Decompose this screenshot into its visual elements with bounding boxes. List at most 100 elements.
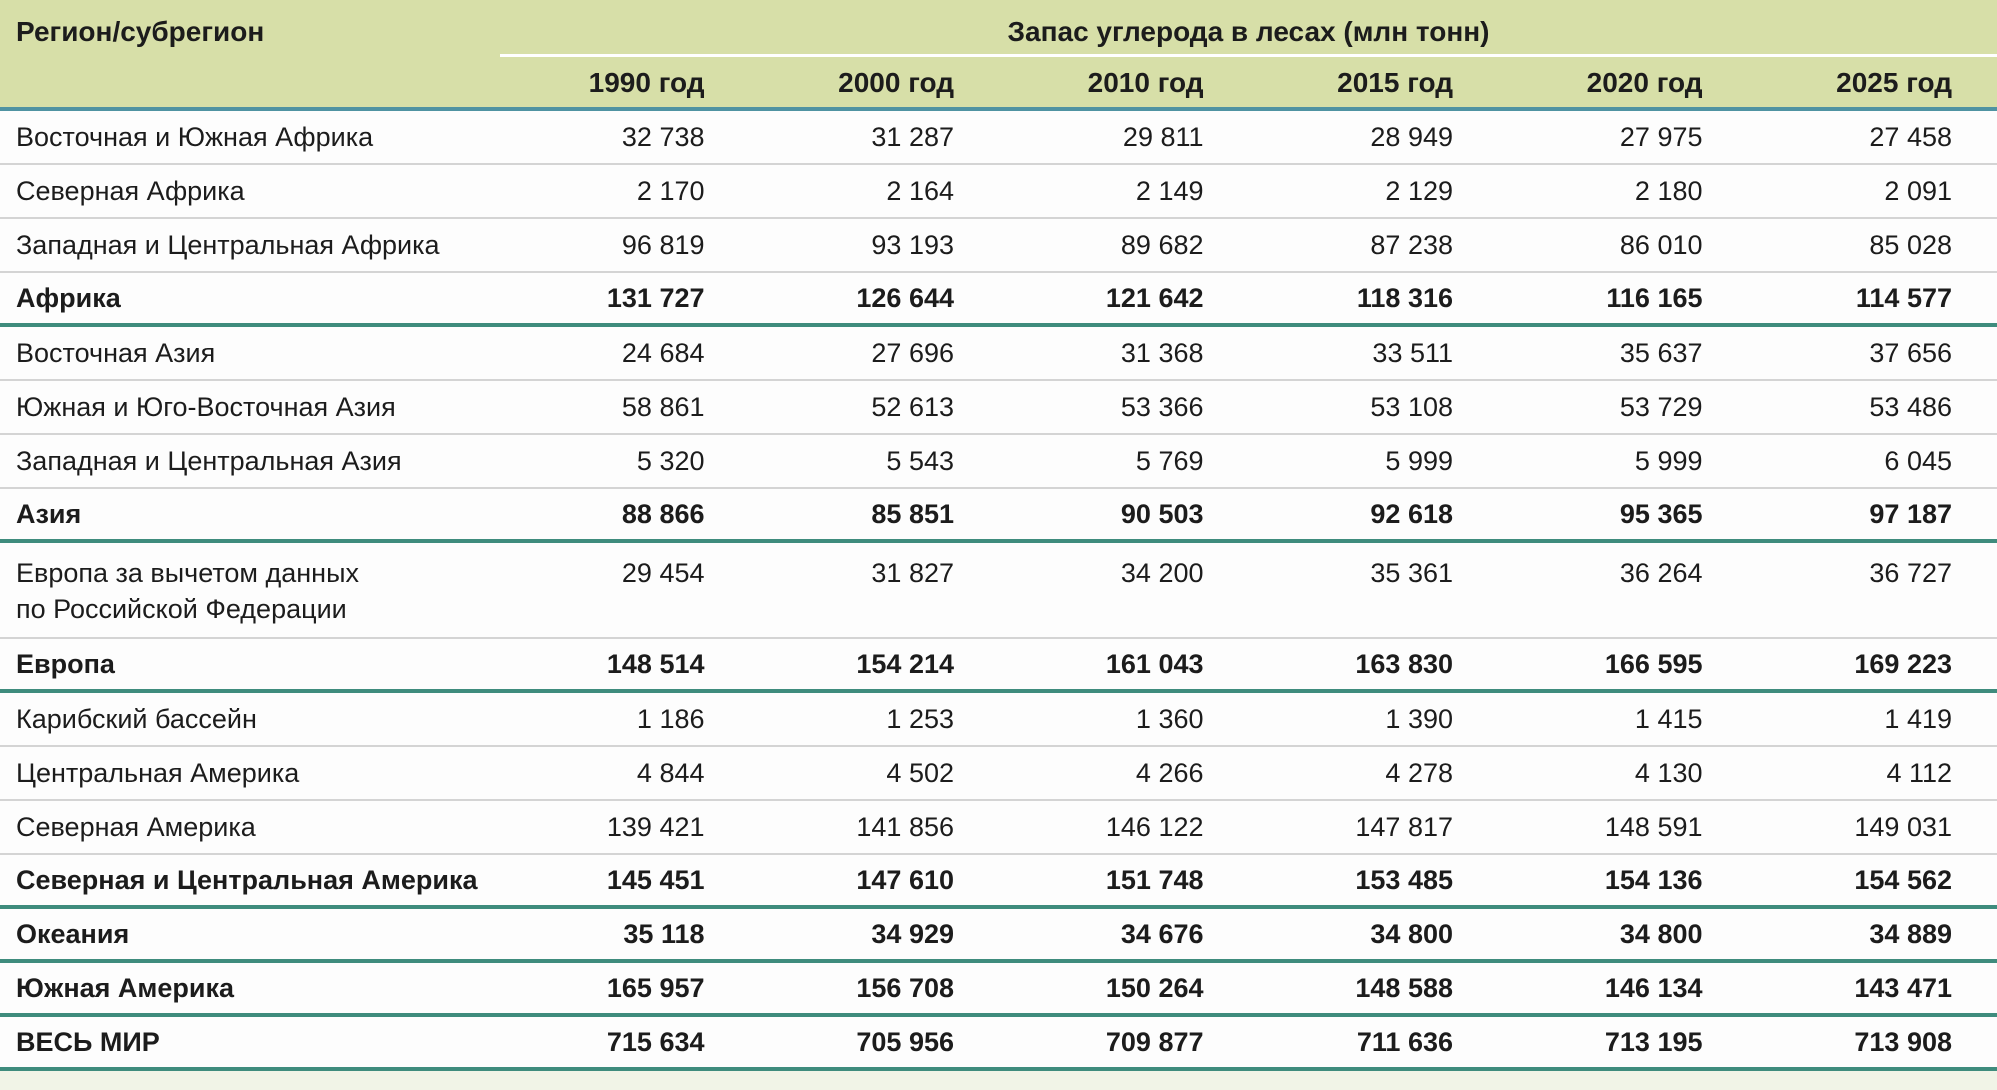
row-region-label: Океания: [16, 918, 130, 949]
row-value: 90 503: [1120, 498, 1204, 529]
table-row: Западная и Центральная Африка 96 819 93 19…: [0, 219, 1997, 273]
row-value: 2 170: [636, 175, 705, 206]
row-value: 4 502: [886, 757, 954, 788]
row-value: 165 957: [606, 972, 705, 1003]
row-region-label: Восточная и Южная Африка: [16, 121, 374, 152]
row-value: 146 134: [1604, 972, 1703, 1003]
row-value: 143 471: [1854, 972, 1952, 1003]
row-value: 148 591: [1604, 811, 1703, 842]
row-value: 2 180: [1634, 175, 1703, 206]
row-value: 114 577: [1855, 282, 1952, 313]
row-value: 31 827: [871, 558, 954, 588]
row-value: 95 365: [1619, 498, 1703, 529]
row-region-label: Карибский бассейн: [16, 703, 257, 734]
table-row: Карибский бассейн 1 186 1 253 1 360 1 390 1 4…: [0, 693, 1997, 747]
row-value: 715 634: [606, 1026, 705, 1057]
row-value: 2 129: [1385, 175, 1453, 206]
row-value: 89 682: [1120, 229, 1204, 260]
row-region-label: Южная Америка: [16, 972, 235, 1003]
row-value: 4 844: [636, 757, 705, 788]
year-column-header: 2010 год: [1087, 67, 1204, 98]
row-value: 53 366: [1120, 391, 1204, 422]
table-row: Южная Америка 165 957 156 708 150 264 148 58…: [0, 963, 1997, 1017]
row-value: 139 421: [606, 811, 705, 842]
table-row: Северная Америка 139 421 141 856 146 122 147…: [0, 801, 1997, 855]
table-row: Африка 131 727 126 644 121 642 118 316 116 16…: [0, 273, 1997, 327]
row-value: 27 975: [1619, 121, 1703, 152]
column-group-header: Запас углерода в лесах (млн тонн): [500, 0, 1997, 57]
row-value: 713 908: [1854, 1026, 1952, 1057]
row-value: 34 929: [871, 918, 954, 949]
row-region-label: Северная Африка: [16, 175, 245, 206]
table-row: Западная и Центральная Азия 5 320 5 543 5 7…: [0, 435, 1997, 489]
row-value: 27 458: [1869, 121, 1952, 152]
row-value: 156 708: [856, 972, 954, 1003]
row-value: 34 200: [1120, 558, 1204, 588]
row-region-label: Восточная Азия: [16, 337, 216, 368]
row-value: 36 727: [1869, 558, 1952, 588]
table-row: Северная и Центральная Америка 145 451 147…: [0, 855, 1997, 909]
row-value: 53 486: [1869, 391, 1952, 422]
table-row: Восточная Азия 24 684 27 696 31 368 33 511 35…: [0, 327, 1997, 381]
row-value: 5 320: [636, 445, 705, 476]
table-row: Центральная Америка 4 844 4 502 4 266 4 278 4…: [0, 747, 1997, 801]
row-value: 169 223: [1854, 648, 1952, 679]
row-value: 147 610: [856, 864, 954, 895]
row-value: 58 861: [621, 391, 705, 422]
table-header-top-row: Регион/субрегион Запас углерода в лесах …: [0, 0, 1997, 57]
row-value: 148 588: [1355, 972, 1453, 1003]
year-column-header: 2015 год: [1337, 67, 1453, 98]
row-region-label: Центральная Америка: [16, 757, 300, 788]
row-value: 93 193: [871, 229, 954, 260]
row-value: 4 130: [1634, 757, 1703, 788]
row-value: 4 266: [1135, 757, 1204, 788]
row-value: 151 748: [1105, 864, 1204, 895]
year-column-header: 2025 год: [1836, 67, 1952, 98]
row-value: 52 613: [871, 391, 954, 422]
row-value: 149 031: [1854, 811, 1952, 842]
row-value: 161 043: [1105, 648, 1204, 679]
row-value: 34 800: [1370, 918, 1453, 949]
row-value: 36 264: [1619, 558, 1703, 588]
row-value: 33 511: [1372, 337, 1453, 368]
row-value: 154 562: [1854, 864, 1952, 895]
row-value: 37 656: [1869, 337, 1952, 368]
row-value: 118 316: [1356, 282, 1453, 313]
row-value: 116 165: [1606, 282, 1703, 313]
row-region-label: Европа: [16, 648, 115, 679]
row-value: 2 091: [1884, 175, 1952, 206]
row-region-label: Южная и Юго-Восточная Азия: [16, 391, 396, 422]
row-value: 34 676: [1120, 918, 1204, 949]
row-value: 92 618: [1370, 498, 1453, 529]
row-region-label: Западная и Центральная Азия: [16, 445, 402, 476]
table-row: ВЕСЬ МИР 715 634 705 956 709 877 711 636 713 …: [0, 1017, 1997, 1071]
row-value: 147 817: [1355, 811, 1453, 842]
row-value: 96 819: [621, 229, 705, 260]
row-region-label: Азия: [16, 498, 82, 529]
table-row: Европа за вычетом данных по Российской Фе…: [0, 543, 1997, 639]
row-value: 31 368: [1120, 337, 1204, 368]
table-header: Регион/субрегион Запас углерода в лесах …: [0, 0, 1997, 111]
row-value: 29 454: [621, 558, 705, 588]
table-bottom-strip: [0, 1071, 1997, 1090]
row-value: 5 999: [1385, 445, 1453, 476]
row-value: 4 112: [1886, 757, 1952, 788]
table-header-year-row: 1990 год 2000 год 2010 год 2015 год 2020…: [0, 57, 1997, 107]
row-value: 1 390: [1385, 703, 1453, 734]
row-region-label: Европа за вычетом данных по Российской Фе…: [16, 558, 359, 625]
row-value: 148 514: [606, 648, 705, 679]
row-value: 35 637: [1619, 337, 1703, 368]
row-value: 1 186: [636, 703, 705, 734]
table-row: Европа 148 514 154 214 161 043 163 830 166 59…: [0, 639, 1997, 693]
year-column-header: 2020 год: [1586, 67, 1703, 98]
row-value: 126 644: [856, 282, 954, 313]
table-row: Океания 35 118 34 929 34 676 34 800 34 800 34 …: [0, 909, 1997, 963]
row-value: 6 045: [1884, 445, 1952, 476]
row-value: 53 729: [1619, 391, 1703, 422]
row-value: 35 361: [1370, 558, 1453, 588]
row-value: 2 164: [886, 175, 954, 206]
row-value: 86 010: [1619, 229, 1703, 260]
header-spacer: [0, 57, 500, 107]
table-row: Азия 88 866 85 851 90 503 92 618 95 365 97 187: [0, 489, 1997, 543]
row-value: 1 419: [1884, 703, 1952, 734]
